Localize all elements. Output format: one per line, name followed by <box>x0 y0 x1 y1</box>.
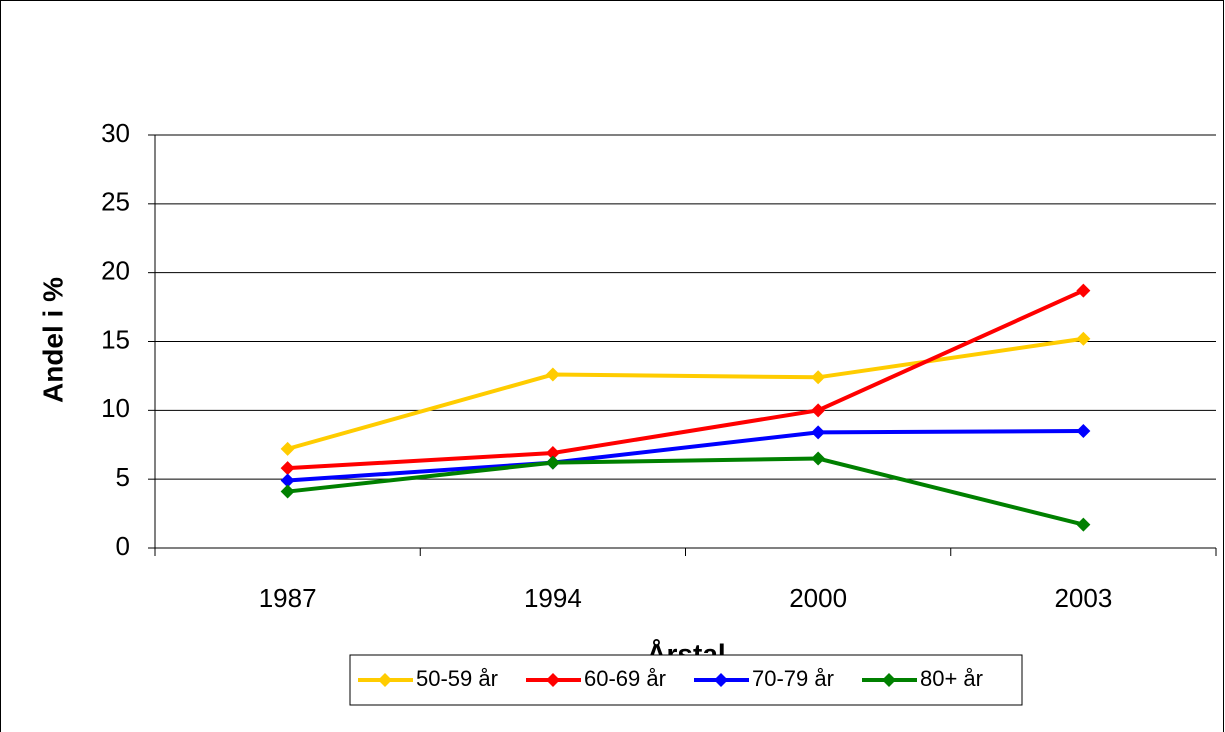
y-tick-label: 10 <box>101 393 130 423</box>
legend-marker <box>882 673 896 687</box>
series-line <box>287 428 1084 483</box>
data-point <box>1076 331 1091 346</box>
data-point <box>811 451 826 466</box>
legend-marker <box>546 673 560 687</box>
y-axis-title: Andel i % <box>37 277 68 403</box>
data-point <box>545 446 560 461</box>
data-point <box>1076 283 1091 298</box>
data-point <box>280 473 295 488</box>
y-tick-label: 0 <box>116 531 130 561</box>
data-point <box>280 441 295 456</box>
series-line <box>287 288 1085 471</box>
legend-marker <box>714 673 728 687</box>
legend-label: 80+ år <box>920 666 983 691</box>
data-point <box>545 367 560 382</box>
y-tick-label: 15 <box>101 324 130 354</box>
x-tick-label: 1994 <box>524 583 582 613</box>
data-point <box>811 425 826 440</box>
data-point <box>1076 517 1091 532</box>
data-point <box>280 461 295 476</box>
data-point <box>811 403 826 418</box>
legend-marker <box>378 673 392 687</box>
y-tick-label: 25 <box>101 187 130 217</box>
data-point <box>1076 423 1091 438</box>
y-tick-label: 30 <box>101 118 130 148</box>
legend-label: 50-59 år <box>416 666 498 691</box>
series-line <box>287 336 1084 451</box>
data-point <box>545 455 560 470</box>
y-tick-label: 20 <box>101 256 130 286</box>
legend-label: 70-79 år <box>752 666 834 691</box>
legend-label: 60-69 år <box>584 666 666 691</box>
data-point <box>280 484 295 499</box>
y-tick-label: 5 <box>116 462 130 492</box>
series-line <box>287 456 1084 527</box>
x-tick-label: 2000 <box>789 583 847 613</box>
x-tick-label: 1987 <box>259 583 317 613</box>
x-tick-label: 2003 <box>1054 583 1112 613</box>
data-point <box>811 370 826 385</box>
